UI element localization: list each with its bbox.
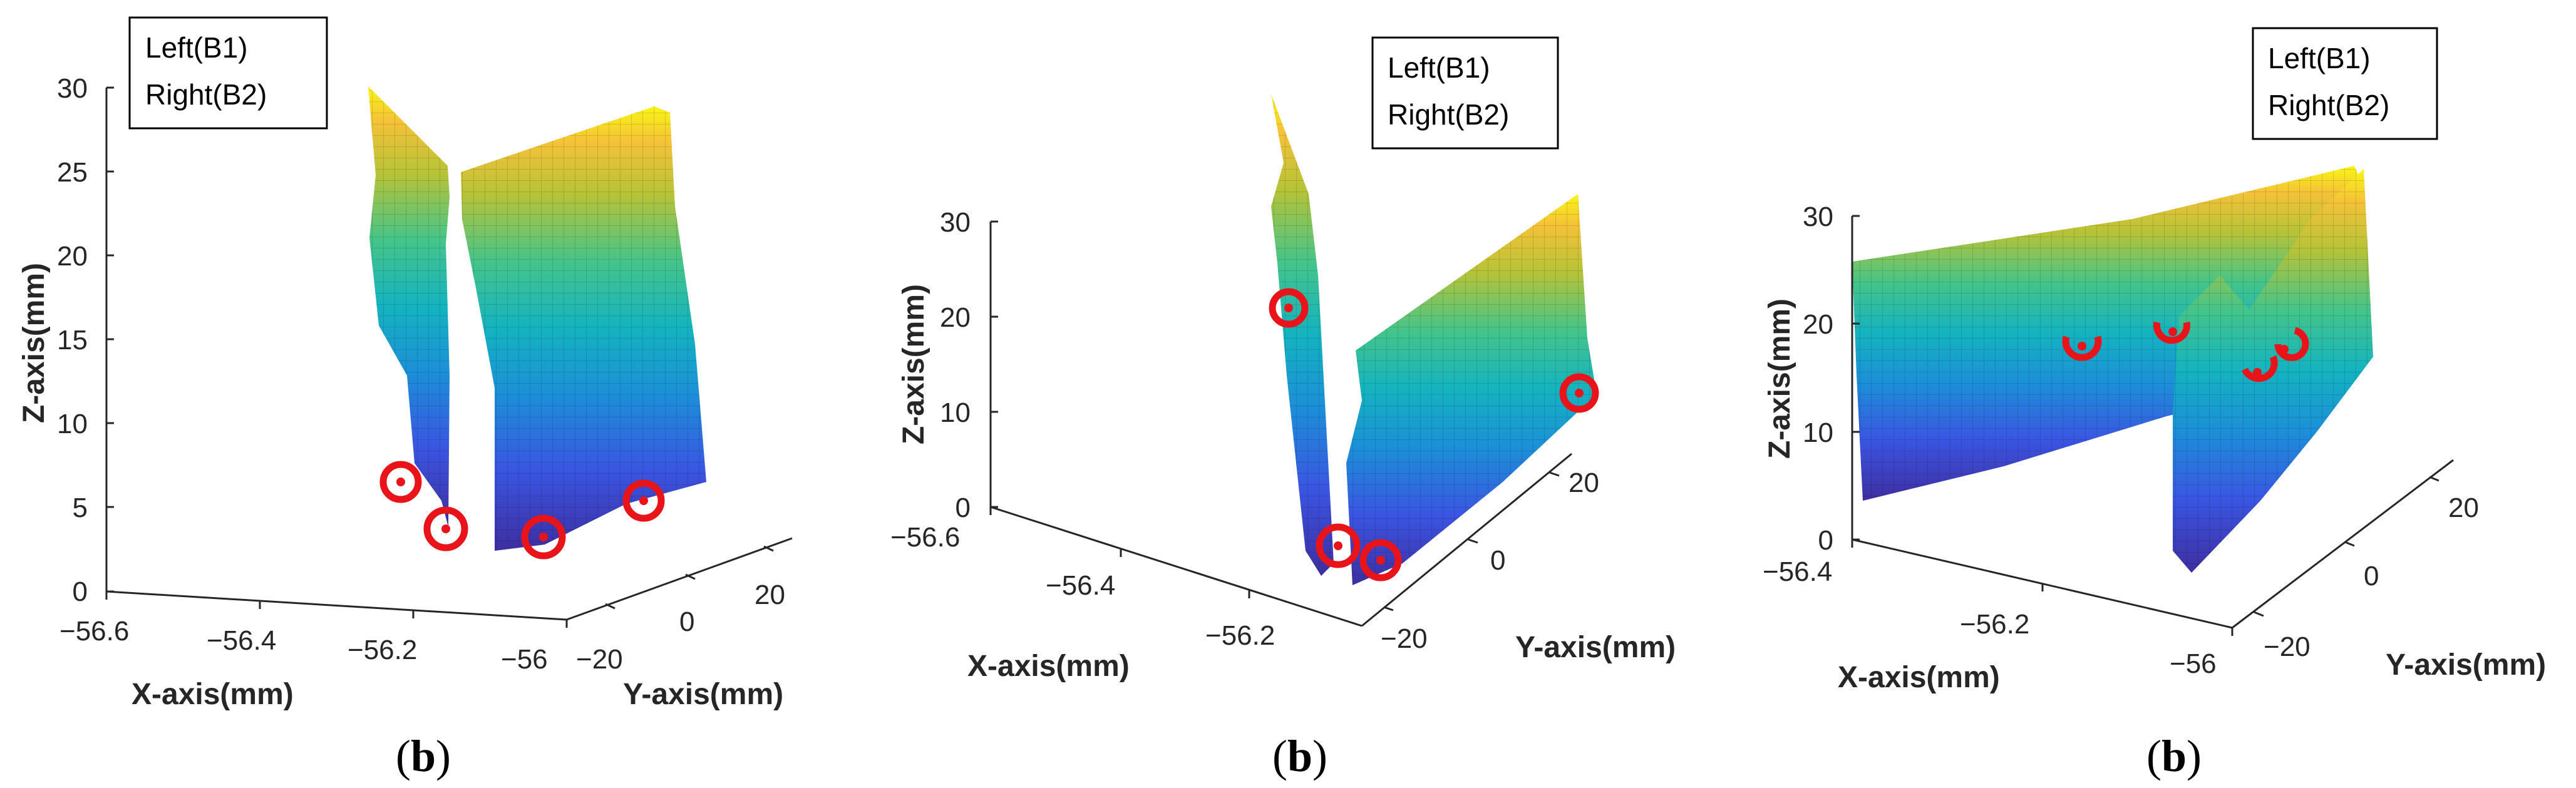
marker-1 [2062,335,2102,361]
surface-left-b1 [368,86,450,527]
legend: Left(B1) Right(B2) [2252,27,2438,140]
y-tick: −20 [2264,632,2311,662]
tick-marks [1851,215,2439,636]
tick-marks [989,220,1560,611]
marker-4 [2274,327,2309,361]
z-tick: 20 [940,302,971,333]
y-tick: 0 [1490,545,1505,576]
y-axis-label: Y-axis(mm) [623,678,783,711]
panel-3: 30 20 10 0 −56.4 −56.2 −56 −20 0 20 Z-ax… [1763,27,2546,781]
surface-right-b2 [461,106,706,551]
z-axis-label: Z-axis(mm) [897,284,930,444]
y-tick: 0 [679,606,694,637]
x-tick: −56.4 [1763,556,1832,587]
z-axis-label: Z-axis(mm) [1763,299,1796,459]
y-tick-labels: −20 0 20 [2264,493,2479,662]
y-tick: 20 [1569,468,1599,498]
legend-entry-b2: Right(B2) [2268,89,2389,121]
x-tick: −56 [2170,648,2217,679]
panel-caption: (b) [396,731,451,781]
svg-text:(b): (b) [1272,731,1327,781]
y-tick: 0 [2364,561,2379,591]
x-axis-line [106,590,567,621]
z-tick: 25 [57,157,88,188]
surface-left-b1 [1852,166,2366,501]
z-tick-labels: 30 20 10 0 [940,207,971,523]
x-tick-labels: −56.4 −56.2 −56 [1763,556,2217,679]
y-tick: 20 [2448,493,2479,523]
z-tick: 0 [1818,525,1833,556]
panel-1: 30 25 20 15 10 5 0 −56.6 −56.4 −56.2 −56… [18,16,793,781]
y-tick: 20 [755,580,785,610]
x-tick-labels: −56.6 −56.4 −56.2 −56 [59,616,548,675]
z-tick: 10 [1803,417,1833,448]
legend-entry-b1: Left(B1) [1388,51,1490,84]
x-axis-line [990,506,1363,627]
y-tick-labels: −20 0 20 [1381,468,1599,654]
z-axis-label: Z-axis(mm) [18,263,51,423]
z-tick: 15 [57,325,88,356]
surface-right-b2 [1346,194,1597,585]
legend-entry-b2: Right(B2) [1388,98,1509,131]
y-axis-label: Y-axis(mm) [2386,648,2546,682]
svg-text:(b): (b) [2146,731,2202,781]
marker-3 [1359,539,1402,581]
x-tick: −56.6 [890,522,960,553]
y-axis-label: Y-axis(mm) [1515,631,1676,664]
x-tick: −56 [501,644,548,675]
y-axis-line [566,537,793,621]
marker-1 [1269,288,1309,328]
z-tick: 20 [1803,309,1833,340]
x-tick: −56.2 [1205,620,1275,651]
x-axis-label: X-axis(mm) [1838,661,2000,694]
z-tick-labels: 30 20 10 0 [1803,202,1833,556]
legend-entry-b2: Right(B2) [145,78,267,111]
marker-2 [423,506,468,551]
x-axis-label: X-axis(mm) [967,650,1130,683]
legend: Left(B1) Right(B2) [1371,36,1559,150]
y-tick-labels: −20 0 20 [576,580,785,675]
z-tick: 10 [57,409,88,439]
y-tick: −20 [576,644,623,675]
z-tick: 5 [73,493,88,523]
x-tick: −56.4 [1046,570,1115,601]
panel-caption: (b) [2146,731,2202,781]
z-tick: 30 [57,73,88,104]
z-tick: 10 [940,397,971,428]
marker-2 [2153,321,2190,344]
z-tick: 30 [940,207,971,238]
y-axis-line [2232,459,2454,629]
marker-4 [622,479,665,522]
y-axis-line [1361,453,1572,627]
marker-1 [379,461,422,503]
marker-3 [2241,355,2278,382]
x-tick: −56.2 [1960,609,2029,640]
panel-caption: (b) [1272,731,1327,781]
z-tick-labels: 30 25 20 15 10 5 0 [57,73,88,607]
legend-entry-b1: Left(B1) [2268,42,2371,74]
marker-4 [1559,373,1599,413]
y-tick: −20 [1381,623,1428,654]
x-tick: −56.6 [59,616,129,647]
svg-text:(b): (b) [396,731,451,781]
legend-entry-b1: Left(B1) [145,31,248,64]
z-tick: 20 [57,241,88,272]
marker-2 [1316,523,1361,568]
x-tick: −56.4 [207,625,276,656]
legend: Left(B1) Right(B2) [128,16,328,130]
z-tick: 30 [1803,202,1833,232]
x-axis-label: X-axis(mm) [131,678,294,711]
x-tick-labels: −56.6 −56.4 −56.2 [890,522,1275,651]
x-tick: −56.2 [348,635,417,665]
panel-2: 30 20 10 0 −56.6 −56.4 −56.2 −20 0 20 Z-… [890,36,1676,781]
z-tick: 0 [956,493,971,523]
surface-left-b1 [1271,94,1334,576]
marker-3 [521,514,566,560]
z-tick: 0 [73,576,88,607]
tick-marks [105,86,774,628]
